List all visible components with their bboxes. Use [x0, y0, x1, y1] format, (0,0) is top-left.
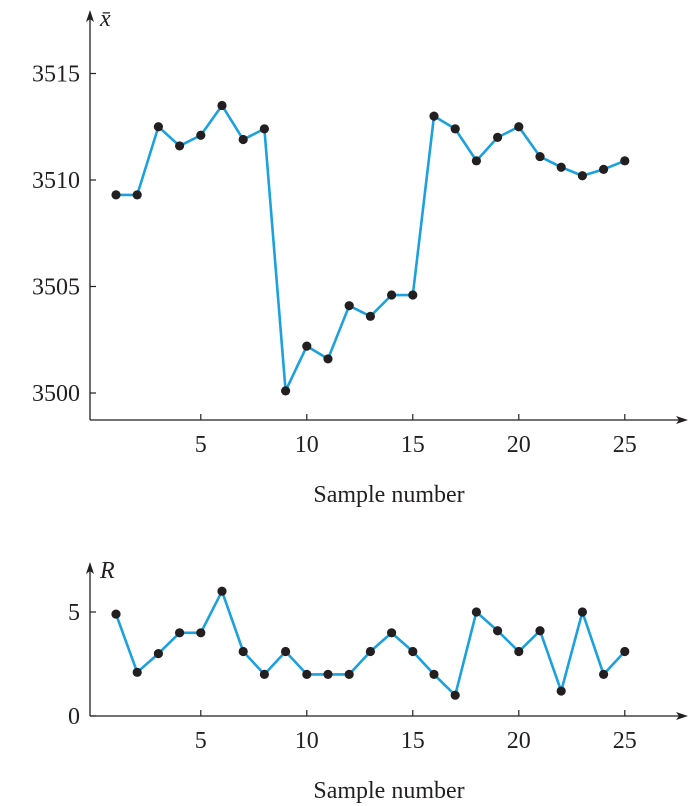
y-tick-label: 3515	[32, 62, 80, 88]
data-point	[450, 124, 460, 134]
data-point	[196, 130, 206, 140]
x-tick-label: 25	[613, 432, 637, 458]
data-point	[387, 628, 397, 638]
data-point	[599, 669, 609, 680]
x-tick-label: 25	[613, 728, 637, 754]
data-point	[259, 124, 269, 134]
data-point	[344, 669, 354, 680]
data-point	[471, 156, 481, 166]
data-point	[238, 134, 248, 145]
data-point	[493, 626, 503, 636]
series-line	[114, 589, 626, 697]
x-tick-label: 5	[195, 728, 207, 754]
y-axis-arrow	[86, 562, 94, 574]
x-tick-label: 5	[195, 432, 207, 458]
data-point	[493, 132, 503, 142]
data-point	[408, 646, 418, 657]
data-point	[344, 301, 354, 311]
x-tick-label: 10	[295, 432, 319, 458]
data-point	[471, 607, 481, 617]
x-tick-label: 15	[401, 728, 425, 754]
y-tick-label: 3510	[32, 168, 80, 194]
data-point	[111, 609, 121, 619]
y-axis-label: R	[99, 558, 115, 584]
data-point	[196, 628, 206, 638]
data-point	[281, 646, 291, 657]
data-point	[132, 190, 142, 200]
data-point	[514, 646, 524, 657]
x-tick-label: 20	[507, 728, 531, 754]
data-point	[323, 354, 333, 364]
data-point	[217, 100, 227, 111]
data-point	[535, 151, 545, 162]
data-point	[429, 669, 439, 680]
data-point	[429, 111, 439, 121]
y-tick-label: 3500	[32, 381, 80, 407]
data-point	[556, 686, 566, 696]
series-line	[116, 104, 626, 393]
data-point	[175, 628, 185, 638]
data-point	[556, 162, 566, 172]
data-point	[302, 669, 312, 680]
data-point	[365, 646, 375, 657]
data-point	[408, 290, 418, 300]
x-tick-label: 15	[401, 432, 425, 458]
data-point	[387, 290, 397, 300]
data-point	[302, 341, 312, 351]
data-point	[111, 190, 121, 200]
x-tick-label: 20	[507, 432, 531, 458]
y-tick-label: 0	[68, 704, 80, 730]
y-axis-label: x̄	[99, 6, 111, 32]
x-tick-label: 10	[295, 728, 319, 754]
data-point	[217, 586, 227, 596]
x-axis-label: Sample number	[313, 482, 464, 508]
x-axis-label: Sample number	[313, 778, 464, 804]
data-point	[365, 311, 375, 321]
data-point	[535, 626, 545, 636]
xbar-chart: 5 10 15 20 25 3500 3505 3510 3515 x̄ Sample number	[32, 6, 688, 508]
data-point	[620, 156, 630, 166]
data-point	[577, 607, 588, 617]
data-point	[450, 690, 460, 700]
x-axis-arrow	[676, 712, 688, 720]
data-point	[620, 646, 630, 657]
x-axis-arrow	[676, 416, 688, 424]
y-axis-arrow	[86, 10, 94, 22]
data-point	[153, 122, 163, 132]
data-point	[281, 386, 291, 396]
data-point	[323, 669, 333, 680]
data-point	[577, 171, 588, 181]
data-point	[514, 122, 524, 132]
data-point	[238, 646, 248, 657]
data-point	[259, 669, 269, 680]
y-tick-label: 3505	[32, 275, 80, 301]
y-tick-label: 5	[68, 600, 80, 626]
data-point	[153, 649, 163, 659]
data-point	[599, 164, 609, 174]
data-point	[175, 141, 185, 151]
data-point	[132, 667, 142, 677]
